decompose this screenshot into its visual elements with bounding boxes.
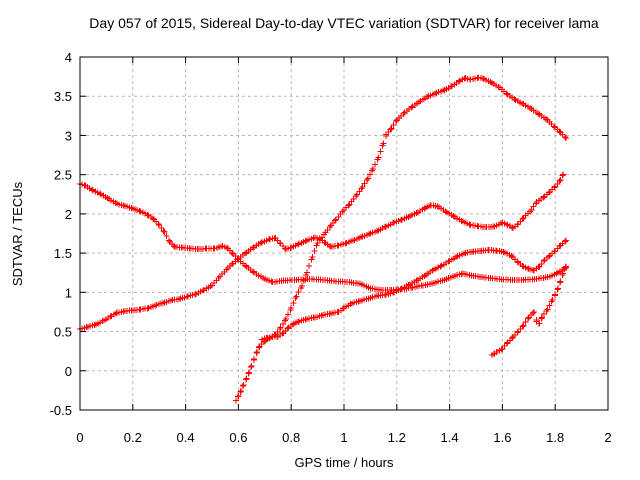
series-trace-3 <box>233 74 569 404</box>
x-axis-label: GPS time / hours <box>295 455 394 470</box>
y-tick-label: 2.5 <box>54 168 72 183</box>
x-tick-label: 1.4 <box>441 430 459 445</box>
y-tick-label: -0.5 <box>50 403 72 418</box>
x-tick-label: 1.2 <box>388 430 406 445</box>
x-tick-label: 1.8 <box>546 430 564 445</box>
y-tick-label: 0.5 <box>54 325 72 340</box>
y-tick-label: 4 <box>65 50 72 65</box>
y-axis-label: SDTVAR / TECUs <box>10 181 25 286</box>
y-tick-label: 1.5 <box>54 246 72 261</box>
chart-series-layer <box>77 74 569 404</box>
series-trace-4 <box>259 237 569 343</box>
x-tick-label: 0.4 <box>177 430 195 445</box>
chart-axes-layer <box>79 56 609 411</box>
chart-grid-layer <box>79 56 609 411</box>
x-tick-label: 1 <box>340 430 347 445</box>
x-tick-label: 0.2 <box>124 430 142 445</box>
series-trace-2 <box>77 171 566 332</box>
y-tick-label: 1 <box>65 285 72 300</box>
chart-ticklabel-layer: 0 0.2 0.4 0.6 0.8 1 1.2 1.4 1.6 1.8 2 -0.5 0 0.5 1 1.5 2… <box>50 50 612 445</box>
y-tick-label: 3 <box>65 128 72 143</box>
y-tick-label: 0 <box>65 364 72 379</box>
chart-title: Day 057 of 2015, Sidereal Day-to-day VTE… <box>89 15 599 31</box>
x-tick-label: 2 <box>604 430 611 445</box>
y-tick-label: 3.5 <box>54 89 72 104</box>
y-tick-label: 2 <box>65 207 72 222</box>
x-tick-label: 0.8 <box>282 430 300 445</box>
x-tick-label: 1.6 <box>493 430 511 445</box>
x-tick-label: 0 <box>76 430 83 445</box>
x-tick-label: 0.6 <box>229 430 247 445</box>
series-trace-5 <box>489 263 569 358</box>
